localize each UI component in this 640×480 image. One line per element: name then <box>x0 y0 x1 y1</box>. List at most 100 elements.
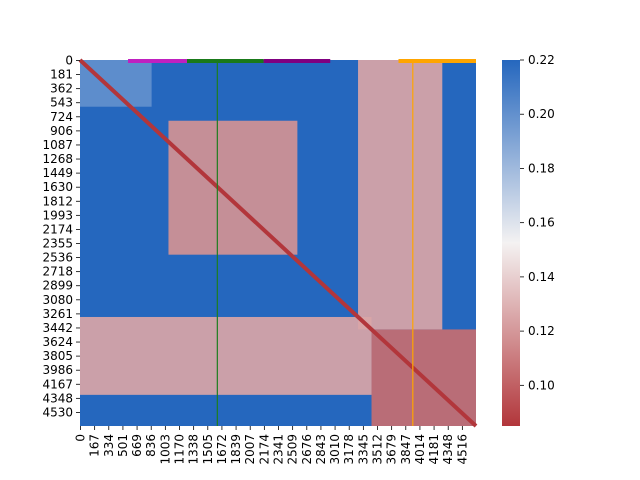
y-tick-label: 3261 <box>42 307 73 321</box>
heatmap-block-4 <box>80 60 152 107</box>
x-tick: 4014 <box>413 426 427 465</box>
x-tick: 3847 <box>399 426 413 465</box>
y-tick-label: 3442 <box>42 321 73 335</box>
y-tick-label: 2355 <box>42 237 73 251</box>
y-tick-label: 2718 <box>42 265 73 279</box>
colorbar-tick: 0.16 <box>520 216 555 230</box>
heatmap-block-2 <box>80 316 372 395</box>
x-tick: 2509 <box>286 426 300 465</box>
x-tick: 1672 <box>215 426 229 465</box>
x-tick-label: 3512 <box>371 434 385 465</box>
y-tick-label: 362 <box>50 82 73 96</box>
y-axis-ticks: 0181362543724906108712681449163018121993… <box>42 54 80 419</box>
colorbar-tick-label: 0.12 <box>528 324 555 338</box>
y-tick-label: 181 <box>50 68 73 82</box>
x-tick-label: 167 <box>88 434 102 457</box>
x-tick: 167 <box>88 426 102 457</box>
x-tick-label: 4014 <box>413 434 427 465</box>
top-segment-2 <box>263 59 331 63</box>
heatmap-block-0 <box>168 120 298 255</box>
colorbar-tick: 0.18 <box>520 161 555 175</box>
y-tick: 2899 <box>42 279 80 293</box>
x-tick-label: 836 <box>144 434 158 457</box>
top-segment-3 <box>398 59 476 63</box>
colorbar-tick-label: 0.18 <box>528 161 555 175</box>
y-tick-label: 4530 <box>42 405 73 419</box>
y-tick: 2174 <box>42 222 80 236</box>
x-tick: 1839 <box>229 426 243 465</box>
colorbar-tick: 0.12 <box>520 324 555 338</box>
x-tick: 334 <box>102 426 116 457</box>
x-tick-label: 3345 <box>356 434 370 465</box>
colorbar-tick-label: 0.22 <box>528 53 555 67</box>
y-tick: 906 <box>50 124 80 138</box>
x-tick-label: 334 <box>102 434 116 457</box>
y-tick: 1087 <box>42 138 80 152</box>
y-tick-label: 2899 <box>42 279 73 293</box>
y-tick: 3080 <box>42 293 80 307</box>
y-tick: 724 <box>50 110 80 124</box>
y-tick: 1630 <box>42 180 80 194</box>
y-tick-label: 3624 <box>42 335 73 349</box>
y-tick: 4530 <box>42 405 80 419</box>
x-tick-label: 4516 <box>455 434 469 465</box>
x-tick: 2007 <box>243 426 257 465</box>
y-tick: 4167 <box>42 377 80 391</box>
colorbar <box>502 60 520 426</box>
top-segment-1 <box>187 59 264 63</box>
colorbar-ticks: 0.10 0.12 0.14 0.16 0.18 0.20 0.22 <box>520 53 555 392</box>
colorbar-tick-label: 0.20 <box>528 107 555 121</box>
x-tick: 1170 <box>173 426 187 465</box>
colorbar-tick-label: 0.16 <box>528 216 555 230</box>
y-tick-label: 0 <box>65 54 73 68</box>
y-tick-label: 1449 <box>42 166 73 180</box>
vertical-markers <box>216 60 414 426</box>
y-tick: 2536 <box>42 251 80 265</box>
x-tick-label: 1505 <box>201 434 215 465</box>
y-tick: 2718 <box>42 265 80 279</box>
x-tick-label: 2676 <box>300 434 314 465</box>
y-tick-label: 4167 <box>42 377 73 391</box>
x-tick: 0 <box>74 426 88 442</box>
y-tick: 181 <box>50 68 80 82</box>
x-tick-label: 4181 <box>427 434 441 465</box>
y-tick: 1812 <box>42 194 80 208</box>
y-tick-label: 3805 <box>42 349 73 363</box>
x-tick-label: 4348 <box>441 434 455 465</box>
x-tick: 4181 <box>427 426 441 465</box>
colorbar-tick: 0.22 <box>520 53 555 67</box>
y-tick: 3805 <box>42 349 80 363</box>
y-tick: 3442 <box>42 321 80 335</box>
y-tick-label: 1087 <box>42 138 73 152</box>
y-tick: 3261 <box>42 307 80 321</box>
x-tick: 2676 <box>300 426 314 465</box>
x-tick: 2341 <box>272 426 286 465</box>
x-tick-label: 1672 <box>215 434 229 465</box>
y-tick-label: 1812 <box>42 194 73 208</box>
y-tick-label: 1630 <box>42 180 73 194</box>
x-tick: 2843 <box>314 426 328 465</box>
x-tick-label: 2341 <box>272 434 286 465</box>
x-tick: 669 <box>130 426 144 457</box>
x-tick: 836 <box>144 426 158 457</box>
y-tick-label: 2174 <box>42 222 73 236</box>
x-tick: 1003 <box>158 426 172 465</box>
x-tick-label: 3010 <box>328 434 342 465</box>
y-tick-label: 724 <box>50 110 73 124</box>
x-tick: 1338 <box>187 426 201 465</box>
top-segment-0 <box>128 59 188 63</box>
x-tick-label: 501 <box>116 434 130 457</box>
heatmap-plot-area <box>80 60 476 426</box>
x-tick-label: 1170 <box>173 434 187 465</box>
y-tick-label: 3080 <box>42 293 73 307</box>
x-tick-label: 1003 <box>158 434 172 465</box>
colorbar-tick: 0.10 <box>520 378 555 392</box>
x-tick-label: 3847 <box>399 434 413 465</box>
x-tick: 4348 <box>441 426 455 465</box>
y-tick: 0 <box>65 54 80 68</box>
y-tick: 2355 <box>42 237 80 251</box>
x-tick-label: 2007 <box>243 434 257 465</box>
x-tick: 4516 <box>455 426 469 465</box>
x-tick: 501 <box>116 426 130 457</box>
